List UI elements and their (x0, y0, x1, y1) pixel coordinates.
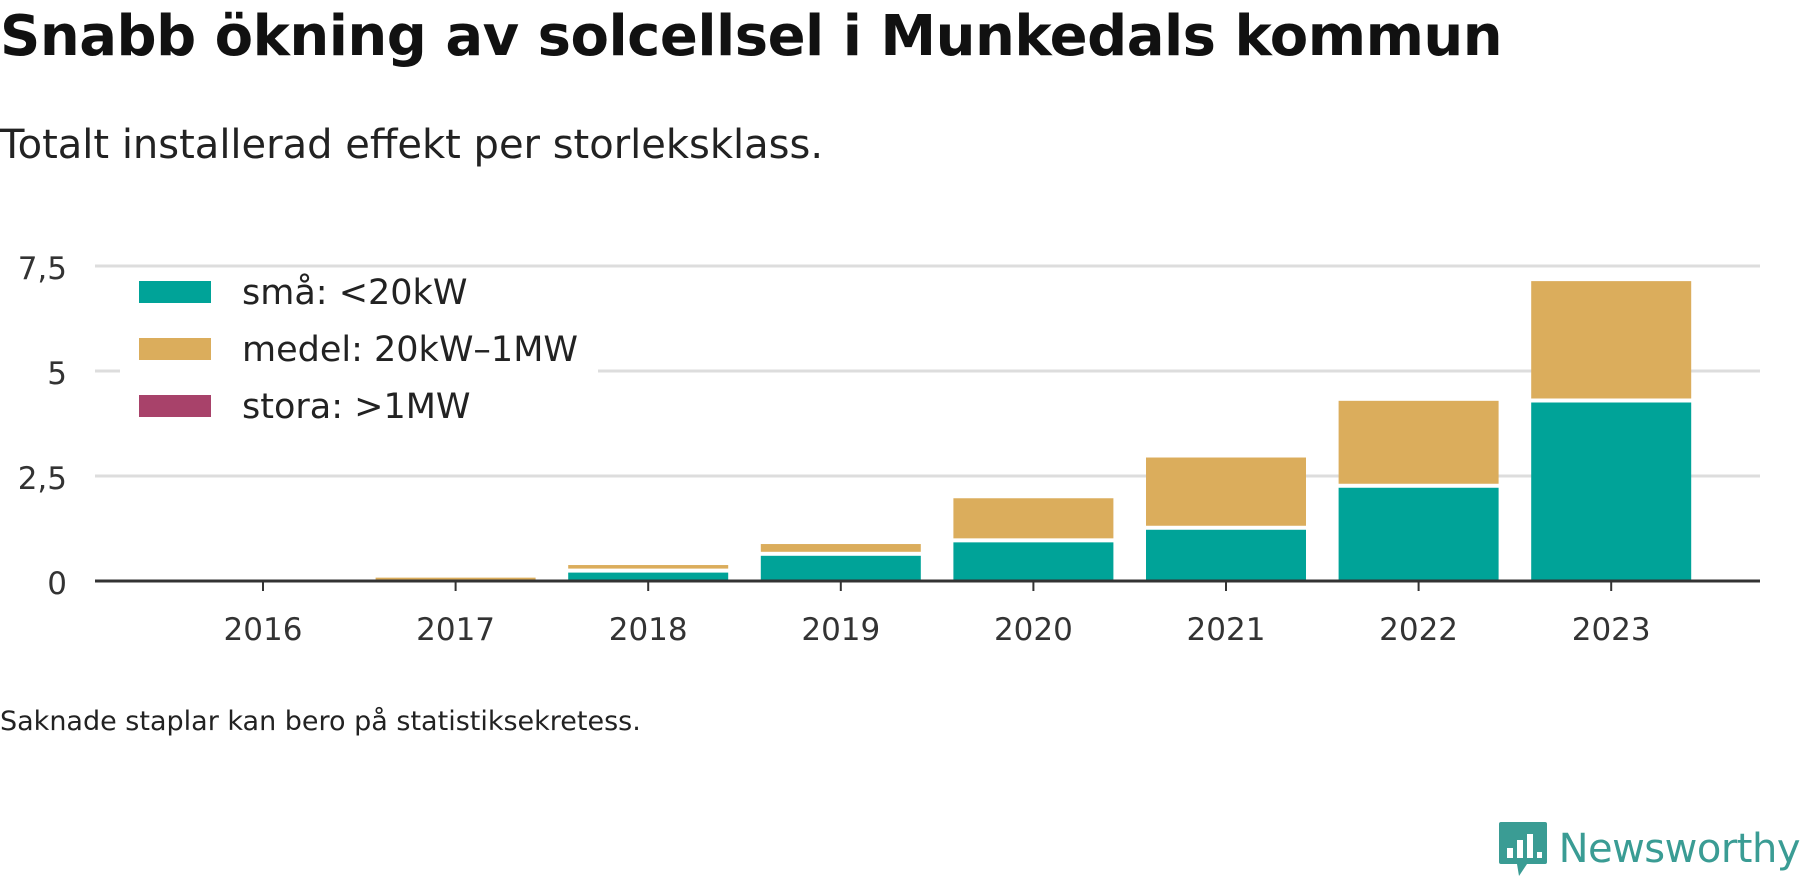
legend-swatch-1 (139, 338, 211, 360)
bar-2021-series-0 (1146, 529, 1306, 581)
x-tick-label: 2016 (224, 612, 303, 648)
bar-2019-series-0 (760, 555, 921, 581)
footnote: Saknade staplar kan bero på statistiksek… (0, 706, 641, 737)
bar-2023-series-0 (1531, 402, 1692, 581)
y-tick-label: 5 (47, 356, 67, 392)
chart-title: Snabb ökning av solcellsel i Munkedals k… (0, 4, 1503, 69)
bar-2023-series-1 (1531, 281, 1692, 399)
legend-label-1: medel: 20kW–1MW (242, 330, 578, 370)
x-tick-label: 2017 (416, 612, 495, 648)
x-tick-label: 2022 (1379, 612, 1458, 648)
x-tick-label: 2018 (609, 612, 688, 648)
newsworthy-chart-bubble-icon (1498, 822, 1547, 876)
x-tick-label: 2021 (1187, 612, 1266, 648)
x-axis: 2016 2017 2018 2019 2020 2021 2022 2023 (224, 581, 1651, 648)
legend-label-0: små: <20kW (242, 272, 467, 313)
bar-2020-series-1 (953, 498, 1114, 539)
bar-2018-series-0 (568, 572, 729, 581)
x-tick-label: 2020 (994, 612, 1073, 648)
bars (375, 281, 1692, 581)
bar-2019-series-1 (760, 544, 921, 552)
y-tick-label: 0 (47, 566, 67, 602)
y-tick-label: 7,5 (18, 251, 67, 287)
bar-2021-series-1 (1146, 457, 1306, 526)
brand-logo: Newsworthy (1497, 818, 1800, 880)
bar-2022-series-1 (1338, 400, 1499, 484)
brand-name: Newsworthy (1558, 826, 1800, 872)
bar-2020-series-0 (953, 542, 1114, 581)
legend-swatch-0 (139, 281, 211, 303)
bar-2022-series-0 (1338, 487, 1499, 581)
x-tick-label: 2023 (1572, 612, 1651, 648)
x-tick-label: 2019 (801, 612, 880, 648)
bar-2018-series-1 (568, 565, 729, 569)
legend-swatch-2 (139, 395, 211, 417)
legend-label-2: stora: >1MW (242, 387, 471, 427)
y-axis: 0 2,5 5 7,5 (18, 251, 67, 602)
y-tick-label: 2,5 (18, 461, 67, 497)
chart-subtitle: Totalt installerad effekt per storlekskl… (0, 122, 824, 168)
bar-2017-series-1 (375, 577, 536, 580)
legend: små: <20kW medel: 20kW–1MW stora: >1MW (120, 268, 598, 438)
